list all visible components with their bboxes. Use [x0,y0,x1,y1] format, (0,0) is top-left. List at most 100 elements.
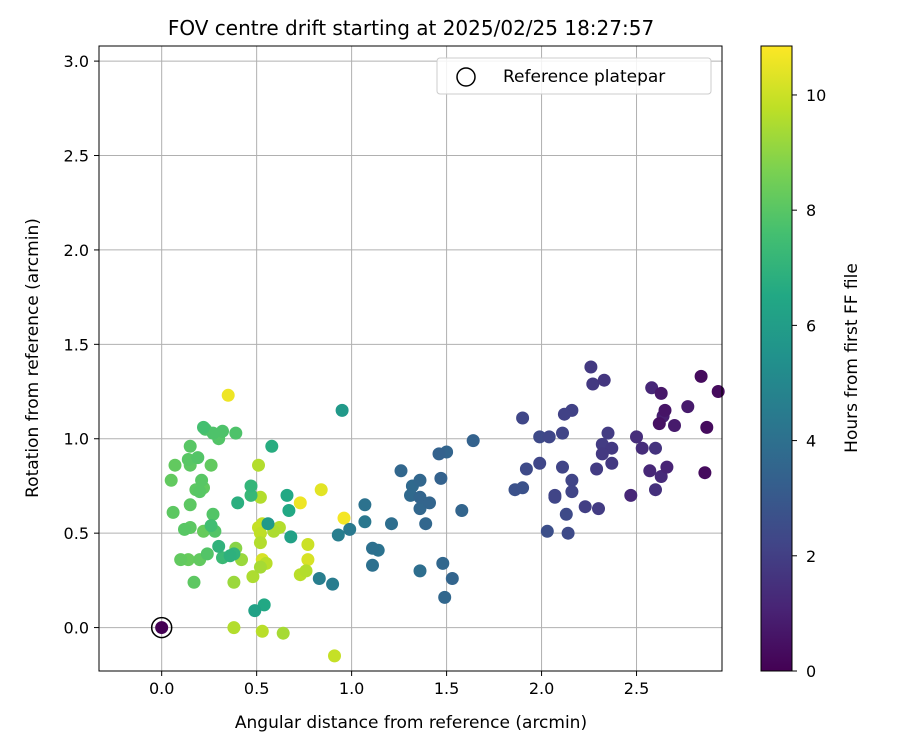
x-tick-label: 2.5 [624,679,649,698]
data-point [204,458,218,472]
data-point [630,430,643,444]
data-point [556,426,569,440]
data-point [466,434,480,448]
chart-title: FOV centre drift starting at 2025/02/25 … [168,16,654,40]
data-point [248,604,262,618]
data-point [197,420,210,434]
data-point [246,570,260,584]
data-point [436,556,450,570]
data-point [578,500,592,514]
data-point [455,504,469,517]
data-point [565,473,579,487]
legend-open-circle-icon [456,67,476,87]
data-point [586,377,600,391]
data-points [164,360,725,663]
data-point [212,539,226,553]
x-tick-label: 1.0 [339,679,364,698]
data-point [301,538,315,551]
data-point [206,426,220,440]
data-point [516,411,530,425]
data-point [284,530,298,544]
colorbar-label: Hours from first FF file [842,263,862,453]
data-point [565,485,579,499]
data-point [276,626,290,640]
data-point [168,458,182,472]
legend-box [436,57,712,95]
data-point [658,403,672,417]
data-point [331,528,345,542]
x-tick-label: 2.0 [529,679,554,698]
data-point [326,577,340,591]
reference-marker-group [150,616,173,639]
data-point [183,439,197,453]
data-point [314,483,328,497]
data-point [597,373,611,387]
data-point [282,504,296,517]
data-point [649,483,662,497]
data-point [643,464,657,478]
data-point [366,541,379,555]
data-point [358,515,372,529]
data-point [221,388,235,402]
data-point [200,547,214,561]
data-point [711,385,725,398]
data-point [592,502,605,516]
data-point [645,381,659,395]
data-point [253,560,267,574]
data-point [561,526,575,540]
data-point [654,470,668,483]
data-point [413,502,427,516]
data-point [681,400,695,414]
data-point [244,479,258,493]
data-point [164,473,178,487]
x-tick-label: 1.5 [434,679,459,698]
data-point [385,517,398,531]
data-point [445,572,459,585]
data-point [559,507,573,521]
data-point [195,473,209,487]
data-point [191,451,205,465]
data-point [605,441,619,455]
data-point [533,456,547,470]
data-point [605,456,619,470]
data-point [174,553,188,567]
data-point [299,564,313,578]
data-point [253,536,267,550]
data-point [204,519,218,533]
data-point [413,564,427,578]
colorbar-tick-label: 4 [806,432,816,451]
data-point [293,496,307,510]
data-point [649,441,662,455]
colorbar-ticks: 0 2 4 6 8 10 [792,86,826,681]
data-point [533,430,547,444]
y-tick-label: 1.0 [64,430,89,449]
data-point [601,426,615,440]
data-point [432,447,446,461]
data-point [652,417,666,431]
data-point [183,498,197,512]
data-point [244,488,258,502]
data-point [231,496,245,510]
y-tick-label: 2.0 [64,241,89,260]
data-point [584,360,598,374]
data-point [700,420,714,434]
data-point [337,511,351,525]
y-tick-label: 3.0 [64,52,89,71]
colorbar-tick-label: 8 [806,201,816,220]
data-point [519,462,533,476]
colorbar-tick-label: 6 [806,316,816,335]
data-point [358,498,372,512]
data-point [438,590,452,604]
data-point [595,447,609,461]
data-point [542,430,556,444]
data-point [556,460,569,474]
data-point [229,426,243,440]
x-axis-label: Angular distance from reference (arcmin) [235,713,587,733]
x-tick-label: 0.5 [244,679,269,698]
data-point [394,464,408,478]
data-point [668,419,681,432]
legend: Reference platepar [436,57,712,95]
data-point [516,481,530,495]
colorbar-tick-label: 2 [806,547,816,566]
data-point [366,558,379,572]
